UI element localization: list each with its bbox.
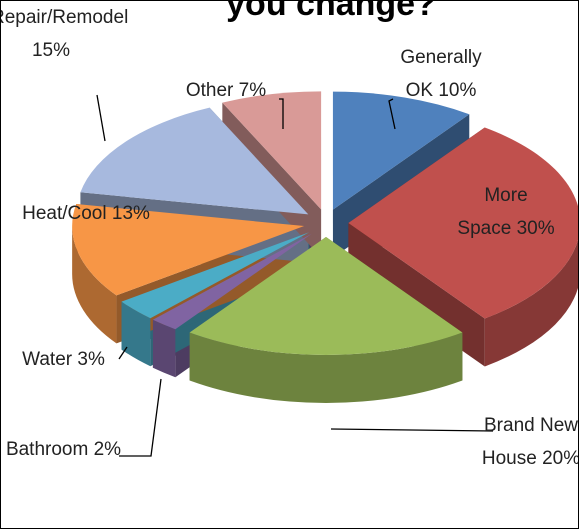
data-label: Brand New House 20% xyxy=(481,409,579,475)
label-value: 30% xyxy=(516,218,555,239)
slice xyxy=(152,233,312,330)
label-category: Brand New House xyxy=(481,415,578,469)
label-value: 15% xyxy=(31,40,71,61)
slice xyxy=(189,237,463,356)
label-value: 20% xyxy=(542,448,579,469)
leader-line xyxy=(118,346,128,360)
label-category: Other xyxy=(185,80,234,101)
leader-line xyxy=(388,98,396,130)
label-value: 7% xyxy=(238,80,267,101)
slice xyxy=(222,91,322,210)
label-value: 3% xyxy=(77,349,105,370)
data-label: Generally OK 10% xyxy=(386,41,496,107)
label-value: 10% xyxy=(438,80,477,101)
label-category: Generally OK xyxy=(400,47,482,101)
slice-side xyxy=(121,301,151,367)
slice xyxy=(121,232,310,319)
label-category: More Space xyxy=(457,185,528,239)
leader-line xyxy=(330,428,494,432)
slice-side xyxy=(484,239,578,367)
leader-line xyxy=(119,378,162,457)
slice-side xyxy=(189,332,463,404)
leader-line xyxy=(96,94,106,142)
leader-line xyxy=(279,98,284,129)
label-category: Heat/Cool xyxy=(22,203,107,224)
label-value: 13% xyxy=(111,203,150,224)
slice-side xyxy=(72,226,117,344)
label-category: Water xyxy=(22,349,73,370)
slice xyxy=(72,203,305,296)
label-category: Repair/Remodel xyxy=(0,7,129,28)
data-label: More Space 30% xyxy=(456,179,556,245)
slice-side xyxy=(152,319,176,378)
slice xyxy=(348,127,578,319)
slice xyxy=(80,107,309,215)
chart-title: you change? xyxy=(226,0,436,23)
data-label: Water 3% xyxy=(1,343,126,376)
data-label: Other 7% xyxy=(161,74,291,107)
data-label: Bathroom 2% xyxy=(1,433,126,466)
data-label: Heat/Cool 13% xyxy=(11,197,161,230)
label-category: Bathroom xyxy=(5,439,89,460)
label-value: 2% xyxy=(93,439,122,460)
data-label: Repair/Remodel 15% xyxy=(1,1,128,67)
slice xyxy=(332,91,470,210)
